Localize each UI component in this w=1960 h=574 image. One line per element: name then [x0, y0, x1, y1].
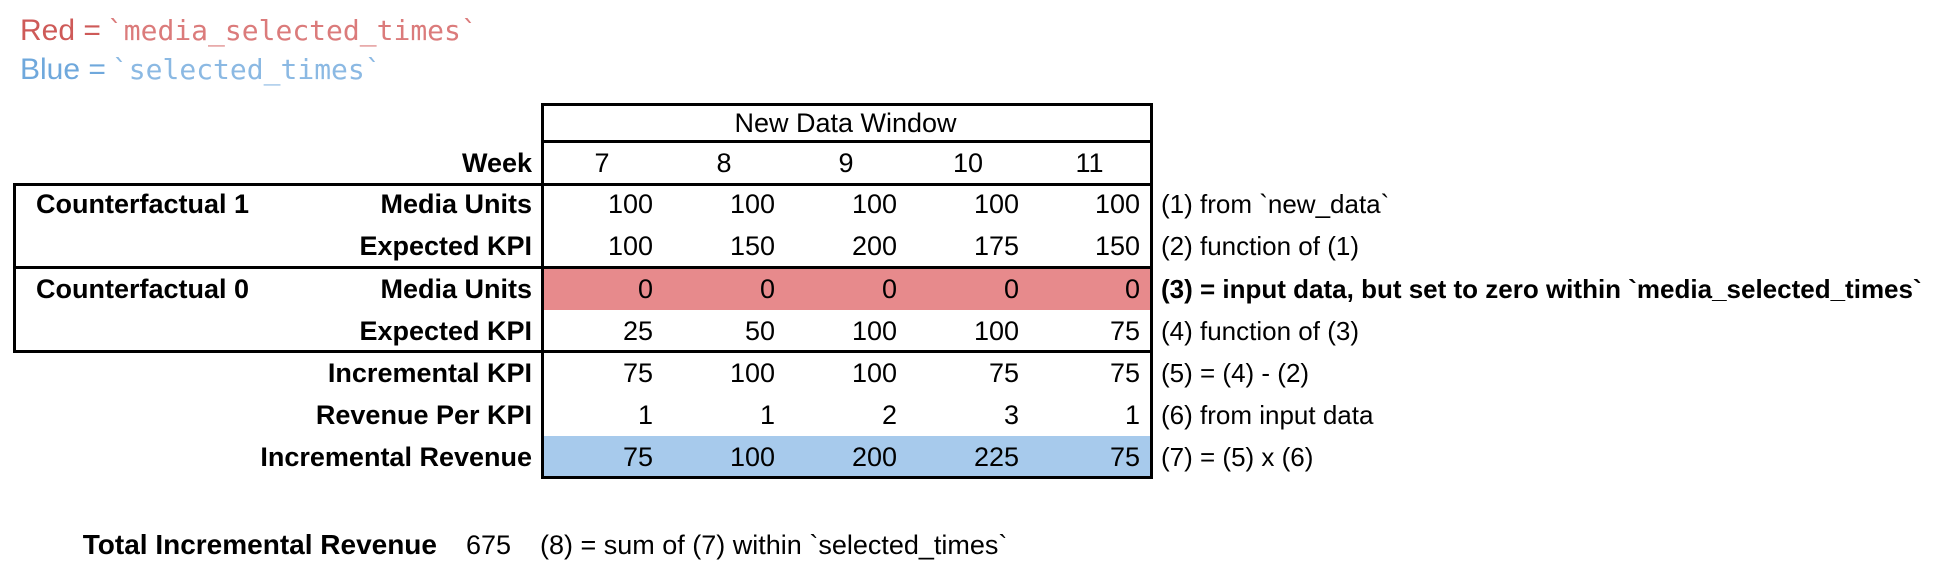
table-border: [13, 183, 1153, 186]
row-label: Expected KPI: [359, 315, 532, 346]
row-note: (3) = input data, but set to zero within…: [1161, 273, 1922, 304]
table-border: [13, 266, 1153, 269]
row-label: Expected KPI: [359, 231, 532, 261]
table-cell: 100: [973, 315, 1019, 346]
row-label: Incremental Revenue: [260, 441, 532, 472]
table-cell: 75: [988, 357, 1019, 388]
table-cell: 25: [622, 315, 653, 346]
table-row: Counterfactual 0 Media Units 0 0 0 0 0 (…: [0, 268, 1960, 310]
table-cell: 0: [881, 273, 897, 304]
table-cell: 100: [973, 188, 1019, 219]
table-cell: 100: [607, 231, 653, 261]
new-data-window-header: New Data Window: [734, 107, 957, 138]
table-cell: 1: [637, 399, 653, 430]
table-cell: 0: [1124, 273, 1140, 304]
week-cell: 9: [838, 147, 854, 178]
table-border: [541, 140, 1153, 143]
legend-red-label: Red =: [20, 14, 101, 47]
legend-red-line: Red = `media_selected_times`: [20, 14, 478, 48]
table-cell: 100: [607, 188, 653, 219]
table-cell: 100: [729, 441, 775, 472]
counterfactual-0-label: Counterfactual 0: [36, 273, 250, 304]
table-cell: 100: [851, 357, 897, 388]
row-note: (2) function of (1): [1161, 231, 1359, 261]
row-note: (7) = (5) x (6): [1161, 441, 1314, 472]
row-label: Media Units: [380, 188, 532, 219]
table-border: [1150, 103, 1153, 479]
week-row: Week 7 8 9 10 11: [0, 143, 1960, 183]
table-cell: 100: [729, 357, 775, 388]
table-cell: 75: [622, 441, 653, 472]
table-cell: 0: [759, 273, 775, 304]
table-cell: 150: [1094, 231, 1140, 261]
table-cell: 0: [637, 273, 653, 304]
table-cell: 100: [851, 188, 897, 219]
table-border: [541, 103, 1153, 106]
row-label: Media Units: [380, 273, 532, 304]
table-cell: 100: [729, 188, 775, 219]
row-label: Revenue Per KPI: [315, 399, 532, 430]
week-cell: 11: [1075, 147, 1104, 178]
table-row: Expected KPI 25 50 100 100 75 (4) functi…: [0, 310, 1960, 352]
table-row: Counterfactual 1 Media Units 100 100 100…: [0, 183, 1960, 225]
row-note: (5) = (4) - (2): [1161, 357, 1310, 388]
table-border: [541, 103, 544, 479]
row-note: (4) function of (3): [1161, 315, 1359, 346]
counterfactual-1-label: Counterfactual 1: [36, 188, 250, 219]
table-cell: 200: [851, 231, 897, 261]
table-cell: 75: [1109, 357, 1140, 388]
table-cell: 50: [744, 315, 775, 346]
row-note: (6) from input data: [1161, 399, 1374, 430]
table-row: Incremental KPI 75 100 100 75 75 (5) = (…: [0, 352, 1960, 394]
table-cell: 75: [1109, 441, 1140, 472]
week-cell: 8: [716, 147, 732, 178]
legend-blue-line: Blue = `selected_times`: [20, 53, 382, 87]
table-row: Incremental Revenue 75 100 200 225 75 (7…: [0, 436, 1960, 478]
table-cell: 100: [851, 315, 897, 346]
legend-blue-code: `selected_times`: [111, 53, 382, 86]
total-row: Total Incremental Revenue 675 (8) = sum …: [0, 528, 1960, 562]
table-border: [541, 476, 1153, 479]
table-cell: 225: [973, 441, 1019, 472]
total-value: 675: [465, 529, 512, 560]
legend-blue-label: Blue =: [20, 53, 106, 86]
row-label: Incremental KPI: [327, 357, 532, 388]
table-cell: 150: [729, 231, 775, 261]
table-border: [13, 183, 16, 353]
table-border: [13, 350, 1153, 353]
table-cell: 100: [1094, 188, 1140, 219]
table-row: Expected KPI 100 150 200 175 150 (2) fun…: [0, 225, 1960, 268]
table-cell: 2: [881, 399, 897, 430]
table-cell: 175: [973, 231, 1019, 261]
table-row: Revenue Per KPI 1 1 2 3 1 (6) from input…: [0, 394, 1960, 436]
week-cell: 10: [952, 147, 984, 178]
media-selected-times-highlight: [541, 268, 1150, 310]
table-cell: 75: [1109, 315, 1140, 346]
table-cell: 3: [1003, 399, 1019, 430]
row-note: (1) from `new_data`: [1161, 188, 1390, 219]
table-cell: 200: [851, 441, 897, 472]
table-cell: 0: [1003, 273, 1019, 304]
week-label: Week: [461, 147, 532, 178]
table-cell: 1: [759, 399, 775, 430]
selected-times-highlight: [541, 436, 1150, 478]
total-label: Total Incremental Revenue: [82, 529, 437, 560]
table-cell: 75: [622, 357, 653, 388]
total-note: (8) = sum of (7) within `selected_times`: [540, 529, 1008, 560]
week-cell: 7: [594, 147, 610, 178]
legend-red-code: `media_selected_times`: [106, 14, 478, 47]
table-cell: 1: [1124, 399, 1140, 430]
